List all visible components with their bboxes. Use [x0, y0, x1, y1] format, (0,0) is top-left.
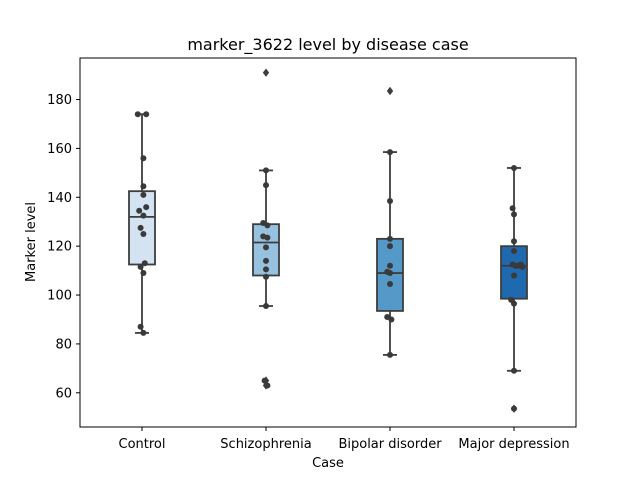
- data-point: [387, 197, 393, 204]
- data-point: [511, 367, 517, 374]
- data-point: [140, 183, 147, 190]
- data-point: [143, 204, 150, 211]
- chart-title: marker_3622 level by disease case: [187, 35, 468, 55]
- x-tick-label: Schizophrenia: [220, 437, 311, 452]
- y-tick-label: 160: [47, 142, 72, 157]
- data-point: [143, 111, 150, 118]
- data-point: [136, 207, 143, 214]
- outlier-marker: [386, 86, 394, 96]
- data-point: [511, 238, 517, 245]
- y-tick-label: 140: [47, 191, 72, 206]
- data-point: [387, 149, 393, 156]
- y-tick-label: 180: [47, 93, 72, 108]
- data-point: [263, 182, 269, 189]
- data-point: [387, 351, 393, 358]
- data-point: [511, 300, 517, 307]
- data-point: [140, 155, 147, 162]
- data-point: [387, 281, 393, 288]
- data-point: [134, 111, 141, 118]
- data-point: [511, 164, 517, 171]
- x-tick-label: Major depression: [458, 437, 569, 452]
- data-point: [263, 244, 269, 251]
- data-point: [511, 405, 517, 412]
- data-point: [511, 272, 517, 279]
- iqr-box: [500, 245, 528, 300]
- y-axis-label: Marker level: [24, 202, 39, 282]
- data-point: [140, 230, 147, 237]
- data-point: [263, 257, 269, 264]
- data-point: [137, 263, 144, 270]
- data-point: [511, 211, 517, 218]
- data-point: [261, 377, 268, 384]
- data-point: [264, 222, 271, 229]
- data-point: [387, 270, 393, 277]
- data-point: [140, 270, 147, 277]
- data-point: [141, 260, 148, 267]
- data-point: [140, 212, 147, 219]
- outlier-marker: [262, 68, 270, 77]
- data-point: [519, 263, 526, 270]
- data-point: [263, 167, 269, 174]
- data-point: [137, 323, 144, 330]
- data-point: [264, 234, 271, 241]
- data-point: [511, 248, 517, 255]
- data-point: [388, 316, 395, 323]
- x-axis-label: Case: [312, 456, 344, 471]
- x-tick-label: Control: [119, 437, 166, 452]
- y-tick-label: 80: [55, 337, 72, 352]
- data-point: [263, 266, 269, 273]
- data-point: [387, 262, 393, 269]
- data-point: [387, 235, 393, 242]
- data-point: [264, 382, 271, 389]
- x-tick-label: Bipolar disorder: [338, 437, 442, 452]
- data-point: [140, 329, 147, 336]
- y-tick-label: 60: [55, 386, 72, 401]
- data-point: [509, 205, 516, 212]
- data-point: [140, 191, 147, 198]
- y-tick-label: 100: [47, 289, 72, 304]
- data-point: [137, 224, 144, 231]
- data-point: [263, 273, 269, 280]
- y-tick-label: 120: [47, 240, 72, 255]
- data-point: [387, 243, 393, 250]
- plot-frame: [79, 57, 577, 428]
- plot-area: [128, 68, 528, 413]
- data-point: [263, 303, 269, 310]
